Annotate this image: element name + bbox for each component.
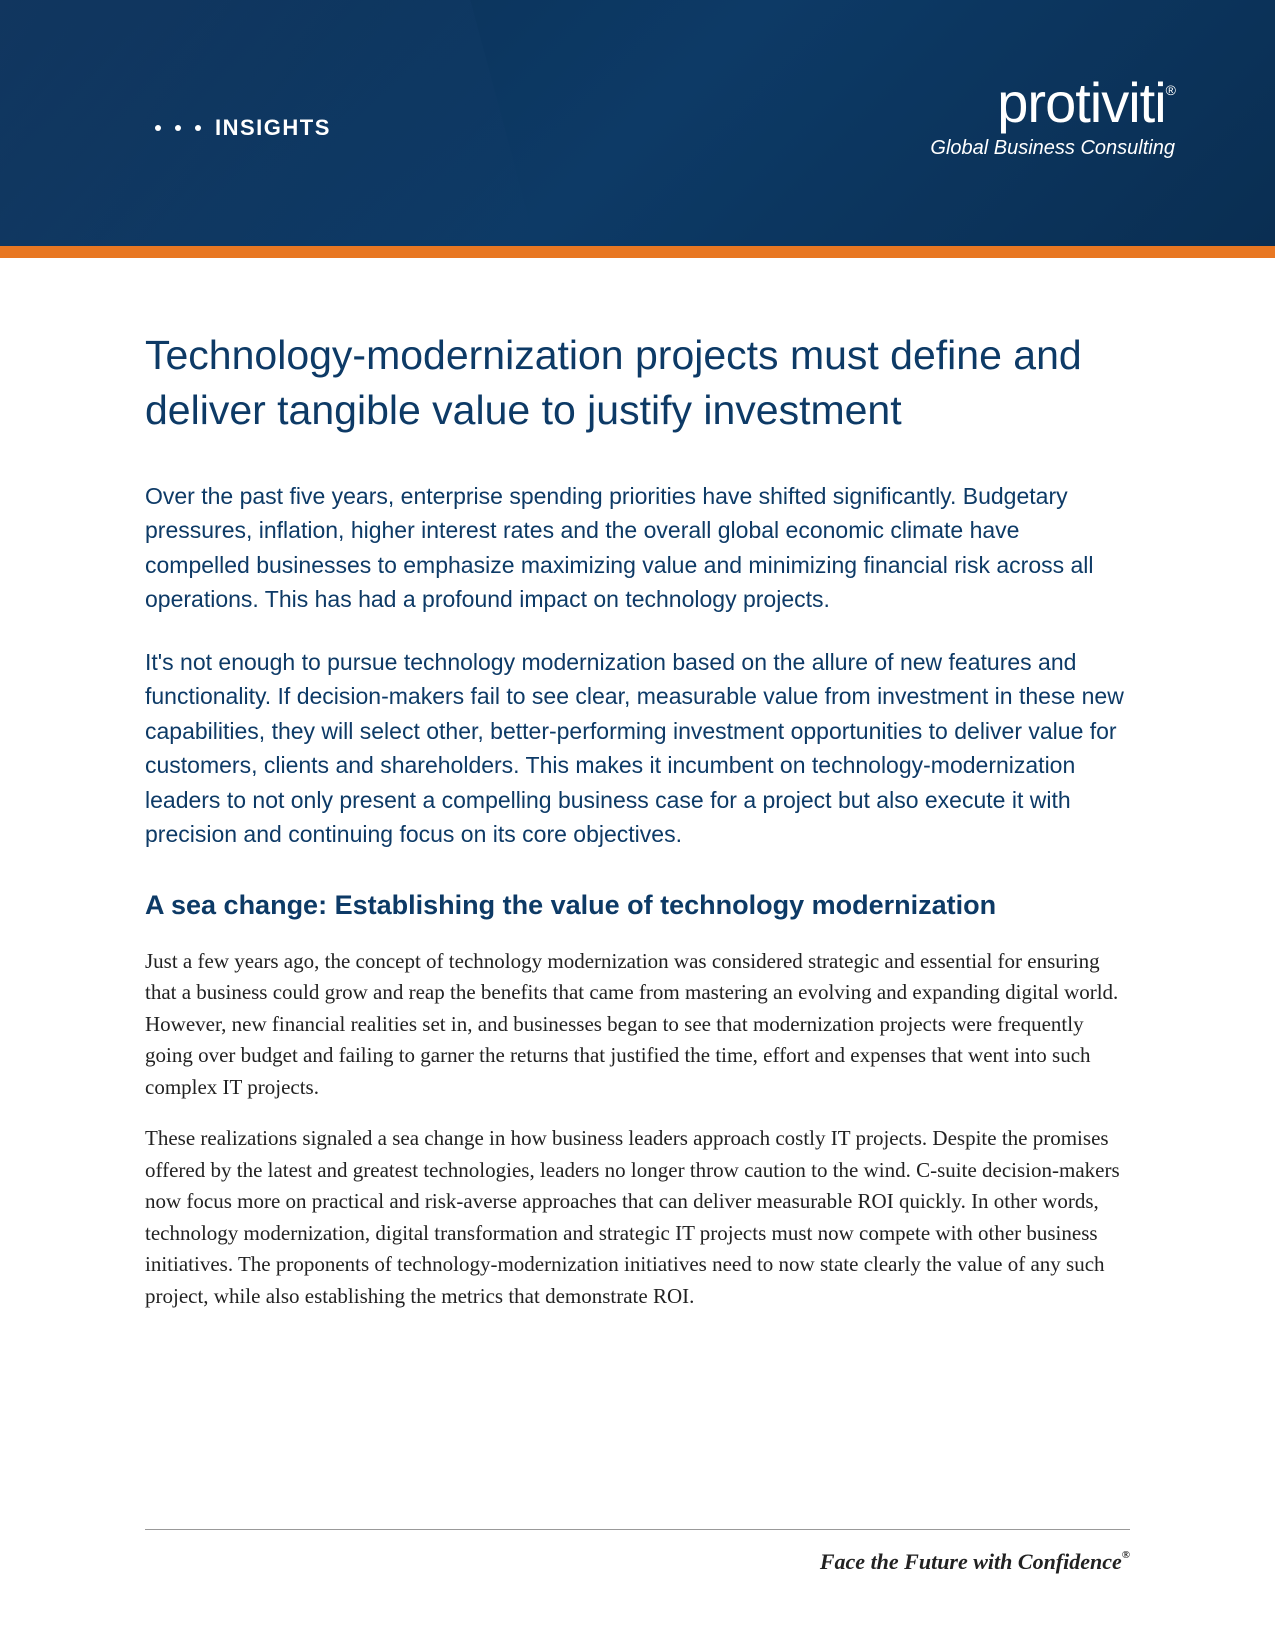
- header-accent-bar: [0, 246, 1275, 258]
- logo-name-text: protiviti: [997, 71, 1165, 134]
- slogan-text: Face the Future with Confidence: [820, 1549, 1122, 1574]
- insights-tag: INSIGHTS: [155, 115, 331, 141]
- company-logo: protiviti® Global Business Consulting: [930, 75, 1175, 160]
- intro-paragraph: It's not enough to pursue technology mod…: [145, 645, 1130, 852]
- registered-icon: ®: [1122, 1549, 1130, 1561]
- footer-divider: [145, 1529, 1130, 1530]
- logo-tagline: Global Business Consulting: [930, 137, 1175, 160]
- section-label: INSIGHTS: [215, 115, 331, 141]
- footer-slogan: Face the Future with Confidence®: [820, 1549, 1130, 1575]
- registered-icon: ®: [1166, 82, 1175, 98]
- page-header: INSIGHTS protiviti® Global Business Cons…: [0, 0, 1275, 258]
- page-title: Technology-modernization projects must d…: [145, 328, 1130, 439]
- document-content: Technology-modernization projects must d…: [0, 258, 1275, 1312]
- logo-wordmark: protiviti®: [930, 75, 1175, 131]
- bullet-dot-icon: [175, 125, 181, 131]
- body-paragraph: Just a few years ago, the concept of tec…: [145, 946, 1130, 1104]
- intro-paragraph: Over the past five years, enterprise spe…: [145, 479, 1130, 617]
- section-heading: A sea change: Establishing the value of …: [145, 890, 1130, 921]
- bullet-dot-icon: [195, 125, 201, 131]
- body-paragraph: These realizations signaled a sea change…: [145, 1123, 1130, 1312]
- bullet-dot-icon: [155, 125, 161, 131]
